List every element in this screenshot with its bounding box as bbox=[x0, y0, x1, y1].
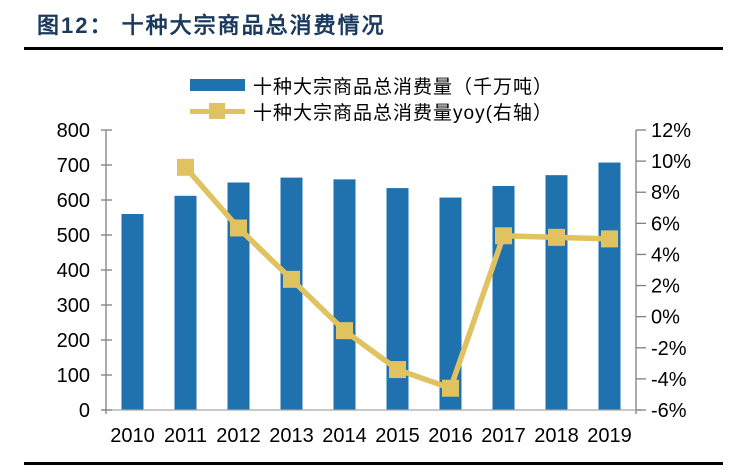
figure-bottom-rule bbox=[24, 462, 723, 465]
yoy-marker-2013 bbox=[283, 270, 300, 288]
line-swatch-marker bbox=[209, 103, 225, 119]
x-axis-label-2012: 2012 bbox=[216, 425, 261, 447]
x-axis-label-2013: 2013 bbox=[269, 425, 314, 447]
x-axis-label-2014: 2014 bbox=[322, 425, 367, 447]
x-axis-label-2010: 2010 bbox=[110, 425, 155, 447]
yoy-marker-2018 bbox=[548, 228, 565, 246]
right-axis-tick-label: -2% bbox=[651, 338, 687, 360]
bar-2011 bbox=[174, 195, 197, 410]
left-axis-tick-label: 400 bbox=[57, 260, 90, 282]
right-axis-tick-label: 2% bbox=[651, 276, 680, 298]
x-axis-label-2015: 2015 bbox=[375, 425, 420, 447]
legend-label-yoy: 十种大宗商品总消费量yoy(右轴） bbox=[253, 102, 553, 124]
bar-2019 bbox=[598, 162, 621, 410]
yoy-marker-2016 bbox=[442, 379, 459, 397]
x-axis-label-2017: 2017 bbox=[481, 425, 526, 447]
title-underline bbox=[24, 47, 723, 50]
bar-2013 bbox=[280, 177, 303, 410]
bar-swatch-icon bbox=[190, 79, 245, 91]
right-axis-tick-label: 12% bbox=[651, 120, 691, 142]
chart-legend: 十种大宗商品总消费量（千万吨） 十种大宗商品总消费量yoy(右轴） bbox=[190, 72, 553, 124]
right-axis-tick-label: 0% bbox=[651, 307, 680, 329]
right-axis-tick-label: -6% bbox=[651, 400, 687, 422]
legend-item-consumption: 十种大宗商品总消费量（千万吨） bbox=[190, 72, 553, 98]
combo-chart: 800 700 600 500 400 300 200 100 0 12% 10% 8% 6% 4% 2% 0… bbox=[57, 120, 692, 447]
x-axis-label-2016: 2016 bbox=[428, 425, 473, 447]
right-axis-tick-label: 8% bbox=[651, 182, 680, 204]
left-axis-tick-label: 700 bbox=[57, 155, 90, 177]
x-axis-label-2018: 2018 bbox=[534, 425, 579, 447]
x-axis-label-2019: 2019 bbox=[587, 425, 632, 447]
left-axis-tick-label: 200 bbox=[57, 330, 90, 352]
left-axis-tick-label: 100 bbox=[57, 365, 90, 387]
yoy-marker-2015 bbox=[389, 361, 406, 379]
left-axis-tick-label: 0 bbox=[79, 400, 90, 422]
right-axis-tick-label: 10% bbox=[651, 151, 691, 173]
bar-2014 bbox=[333, 179, 356, 410]
yoy-marker-2012 bbox=[230, 219, 247, 237]
bar-2018 bbox=[545, 175, 568, 410]
bar-2016 bbox=[439, 197, 462, 410]
yoy-marker-2019 bbox=[601, 230, 618, 248]
legend-label-consumption: 十种大宗商品总消费量（千万吨） bbox=[253, 76, 554, 98]
bar-2015 bbox=[386, 188, 409, 410]
bar-2012 bbox=[227, 182, 250, 410]
right-axis-tick-label: 4% bbox=[651, 244, 680, 266]
figure-title: 图12： 十种大宗商品总消费情况 bbox=[37, 13, 386, 38]
yoy-marker-2011 bbox=[177, 158, 194, 176]
line-marker-swatch-icon bbox=[190, 102, 245, 120]
bar-2017 bbox=[492, 186, 515, 410]
legend-item-yoy: 十种大宗商品总消费量yoy(右轴） bbox=[190, 98, 553, 124]
yoy-marker-2014 bbox=[336, 322, 353, 340]
left-axis-tick-label: 600 bbox=[57, 190, 90, 212]
left-axis-tick-label: 300 bbox=[57, 295, 90, 317]
left-axis-tick-label: 800 bbox=[57, 120, 90, 142]
x-axis-label-2011: 2011 bbox=[164, 425, 207, 447]
yoy-marker-2017 bbox=[495, 227, 512, 245]
bar-2010 bbox=[121, 214, 144, 410]
right-axis-tick-label: 6% bbox=[651, 213, 680, 235]
right-axis-tick-label: -4% bbox=[651, 369, 687, 391]
left-axis-tick-label: 500 bbox=[57, 225, 90, 247]
